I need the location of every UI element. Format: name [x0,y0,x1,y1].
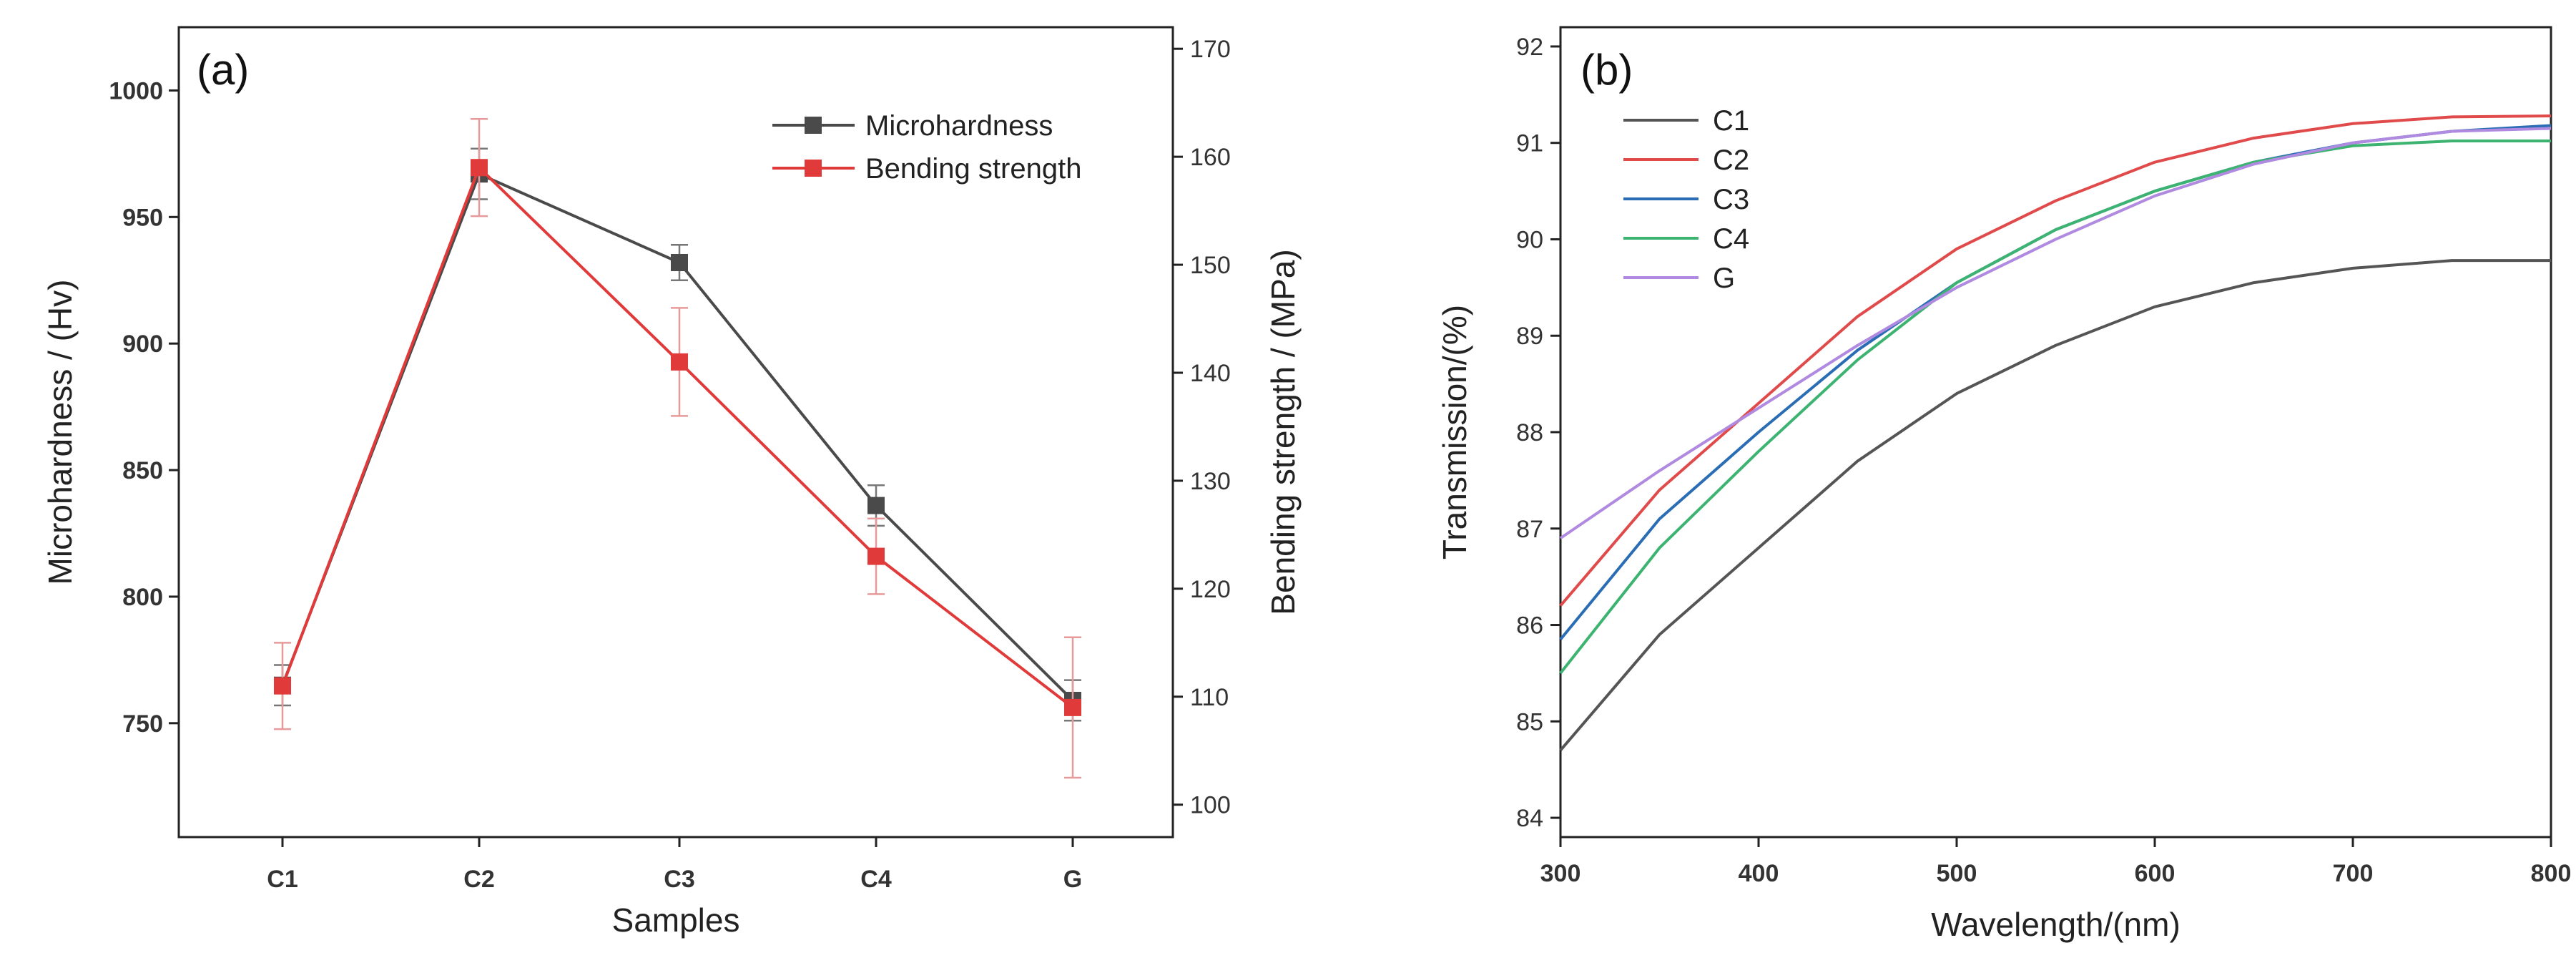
x-tick-label: 700 [2333,860,2374,887]
y-tick-label: 90 [1516,226,1543,253]
data-point [274,677,291,695]
x-axis-label: Samples [612,901,740,939]
x-tick-label: 800 [2531,860,2572,887]
y2-tick-label: 110 [1190,684,1229,711]
y-axis-label: Transmission/(%) [1436,305,1473,559]
panel-label-b: (b) [1580,46,1633,94]
y-tick-label: 84 [1516,805,1543,832]
y2-tick-label: 120 [1190,576,1231,603]
y-tick-label: 950 [122,204,163,231]
series-line-c2 [1559,114,2552,607]
y2-axis-label: Bending strength / (MPa) [1264,249,1302,615]
y-tick-label: 85 [1516,708,1543,735]
y-tick-label: 88 [1516,419,1543,446]
data-point [1064,698,1081,716]
y-tick-label: 1000 [109,77,163,104]
x-tick-label: C4 [860,866,892,893]
y-tick-label: 900 [122,331,163,358]
y2-tick-label: 140 [1190,360,1231,387]
x-tick-label: 500 [1937,860,1977,887]
series-line-bending-strength [281,165,1074,709]
legend-marker [805,117,822,134]
legend-label: Microhardness [865,110,1053,142]
series-line-g [1559,127,2552,539]
y-tick-label: 86 [1516,612,1543,640]
y-tick-label: 87 [1516,516,1543,543]
legend-label: Bending strength [865,153,1081,185]
series-line-microhardness [281,172,1074,702]
data-point [867,547,885,565]
x-axis-label: Wavelength/(nm) [1931,906,2181,943]
y2-tick-label: 170 [1190,36,1231,63]
x-tick-label: 400 [1739,860,1779,887]
data-point [471,159,488,177]
legend-label: C1 [1713,105,1749,137]
panel-b: 84 85 86 87 88 89 90 91 92 300 400 500 600 700 800 Wave… [1436,26,2572,943]
y2-tick-label: 130 [1190,468,1231,495]
panel-a: 750 800 850 900 950 1000 100 110 120 130 140 150 160… [41,26,1302,939]
y-tick-label: 92 [1516,34,1543,61]
x-tick-label: G [1063,866,1082,893]
y-axis-label: Microhardness / (Hv) [41,280,79,585]
series-line-c4 [1559,140,2551,675]
data-point [867,497,885,514]
x-tick-label: 600 [2135,860,2176,887]
legend-label: G [1713,263,1735,294]
data-point [671,353,688,371]
y2-tick-label: 160 [1190,144,1231,171]
series-line-c1 [1559,259,2551,752]
legend-marker [805,160,822,177]
data-point [671,253,688,271]
y-tick-label: 750 [122,710,163,738]
x-tick-label: 300 [1540,860,1581,887]
plot-frame-a [177,26,1174,839]
y2-tick-label: 100 [1190,792,1231,819]
y-tick-label: 91 [1516,130,1543,157]
y-tick-label: 89 [1516,323,1543,350]
y-tick-label: 800 [122,584,163,611]
panel-label-a: (a) [197,46,249,94]
series-line-c3 [1559,124,2552,641]
x-tick-label: C3 [664,866,694,893]
x-tick-label: C2 [463,866,494,893]
legend-label: C2 [1713,145,1749,176]
x-tick-label: C1 [267,866,298,893]
plot-frame-b [1559,26,2552,839]
legend-label: C3 [1713,184,1749,215]
y2-tick-label: 150 [1190,252,1231,279]
legend-label: C4 [1713,223,1749,255]
y-tick-label: 850 [122,457,163,484]
